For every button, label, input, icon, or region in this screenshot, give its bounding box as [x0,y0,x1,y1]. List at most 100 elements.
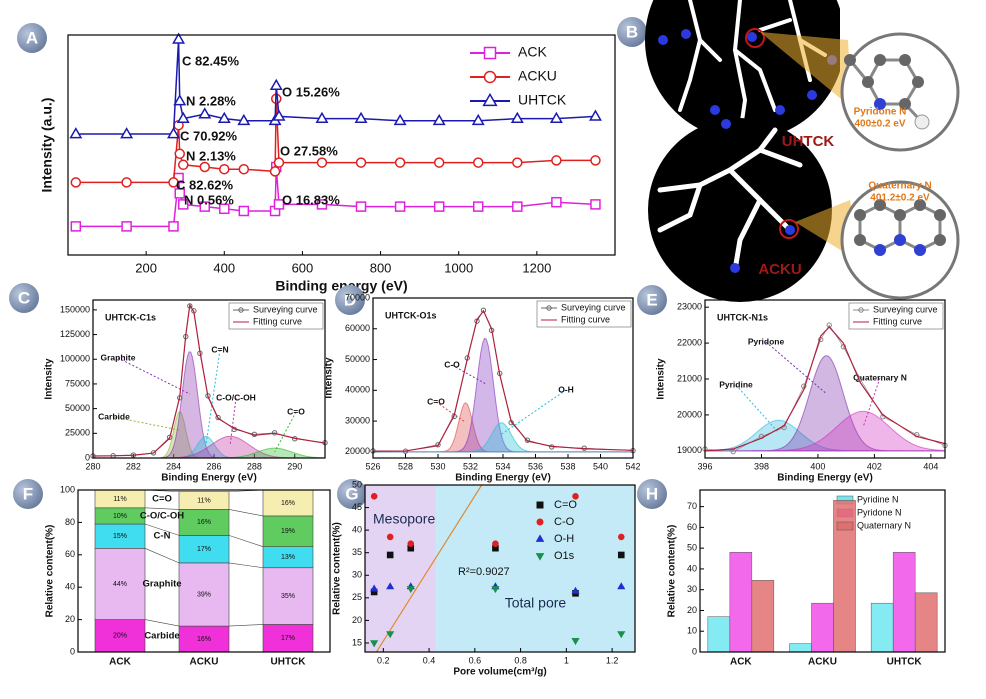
point [394,157,406,168]
value-label: 35% [281,593,295,600]
point [407,540,415,547]
y-tick-label: 30 [352,570,362,580]
legend-label: Surveying curve [561,302,626,312]
legend-label: Surveying curve [253,304,318,314]
label-pointer [765,341,827,395]
y-tick-label: 60 [687,522,697,532]
point [355,157,367,168]
legend-label: C=O [554,499,577,511]
y-tick-label: 125000 [60,329,90,339]
value-label: 20% [113,633,127,640]
x-tick-label: 600 [292,260,314,275]
panel-label: B [626,22,638,41]
x-tick-label: 536 [528,461,543,471]
point [473,157,484,168]
value-label: 11% [197,497,211,504]
x-axis-label: Binding Energy (eV) [161,473,257,484]
series-line [75,39,596,135]
legend-label: Quaternary N [857,520,911,530]
y-tick-label: 40 [352,525,362,535]
bar [707,616,731,653]
x-tick-label: 540 [593,461,608,471]
point [198,107,212,119]
peak-label: C=O [427,396,445,406]
x-tick-label: 0.8 [514,655,527,665]
bar-segment [94,523,146,549]
value-label: 10% [113,513,127,520]
panel-label: H [646,484,658,503]
connector [144,548,180,564]
sample-label: ACKU [758,261,801,278]
y-axis-label: Intensity [324,357,335,399]
point [174,148,185,160]
connector [144,523,180,536]
y-tick-label: 23000 [677,302,702,312]
annotation: C 82.62% [176,177,234,192]
x-tick-label: 1.2 [606,655,619,665]
panel-label: A [26,28,38,47]
point [271,430,278,436]
peak-label: Pyridone [748,336,785,346]
plot-frame [92,299,326,459]
series-line [75,98,596,184]
point [120,127,134,139]
y-tick-label: 45 [352,502,362,512]
y-tick-label: 20 [352,615,362,625]
legend-marker [238,307,244,313]
point [572,492,579,500]
point [386,631,395,639]
bar-segment [178,562,230,627]
fit-component [373,422,633,453]
legend-box [848,302,944,330]
y-tick-label: 50 [352,479,362,489]
peak-label: Quaternary N [853,372,907,382]
point [590,155,601,166]
x-tick-label: 290 [287,461,302,471]
legend-label: Fitting curve [873,316,922,326]
point [551,196,562,208]
point [386,551,394,559]
x-tick-label: 528 [398,461,413,471]
y-tick-label: 40 [65,582,75,592]
connector [228,509,264,517]
point [316,157,328,168]
x-tick-label: UHTCK [887,657,923,668]
bar-segment [262,567,314,625]
x-axis-label: Pore volume(cm³/g) [453,667,546,678]
y-tick-label: 21000 [677,373,702,383]
panel-label: D [344,290,356,309]
y-tick-label: 25000 [65,428,90,438]
panel-badge [637,285,667,315]
site-name: Quaternary N [868,181,931,192]
x-axis-label: Binding energy (eV) [275,278,407,294]
fit-component [705,410,946,452]
y-tick-label: 19000 [677,445,702,455]
label-pointer [501,389,567,435]
point [355,201,367,212]
legend-swatch [836,521,854,531]
point [269,166,281,177]
series-label: Graphite [142,578,181,589]
point [219,163,230,175]
y-tick-label: 30000 [345,415,370,425]
panel-title: UHTCK-N1s [717,312,768,322]
x-axis-label: Binding Energy (eV) [777,473,873,484]
point [316,199,328,210]
y-axis-label: Relative content(%) [332,522,343,615]
point [510,111,524,123]
bar [870,602,894,653]
point [174,188,185,199]
legend-marker [482,92,498,107]
legend-label: Fitting curve [561,314,610,324]
bar [789,643,812,653]
point [237,113,251,126]
legend-marker [536,518,544,526]
point [217,111,231,123]
x-tick-label: 800 [370,260,392,275]
y-axis-label: Intensity [44,358,55,400]
connector [228,535,264,547]
value-label: 17% [197,546,211,553]
region [435,485,635,652]
point [70,221,82,232]
plot-frame [699,489,946,653]
